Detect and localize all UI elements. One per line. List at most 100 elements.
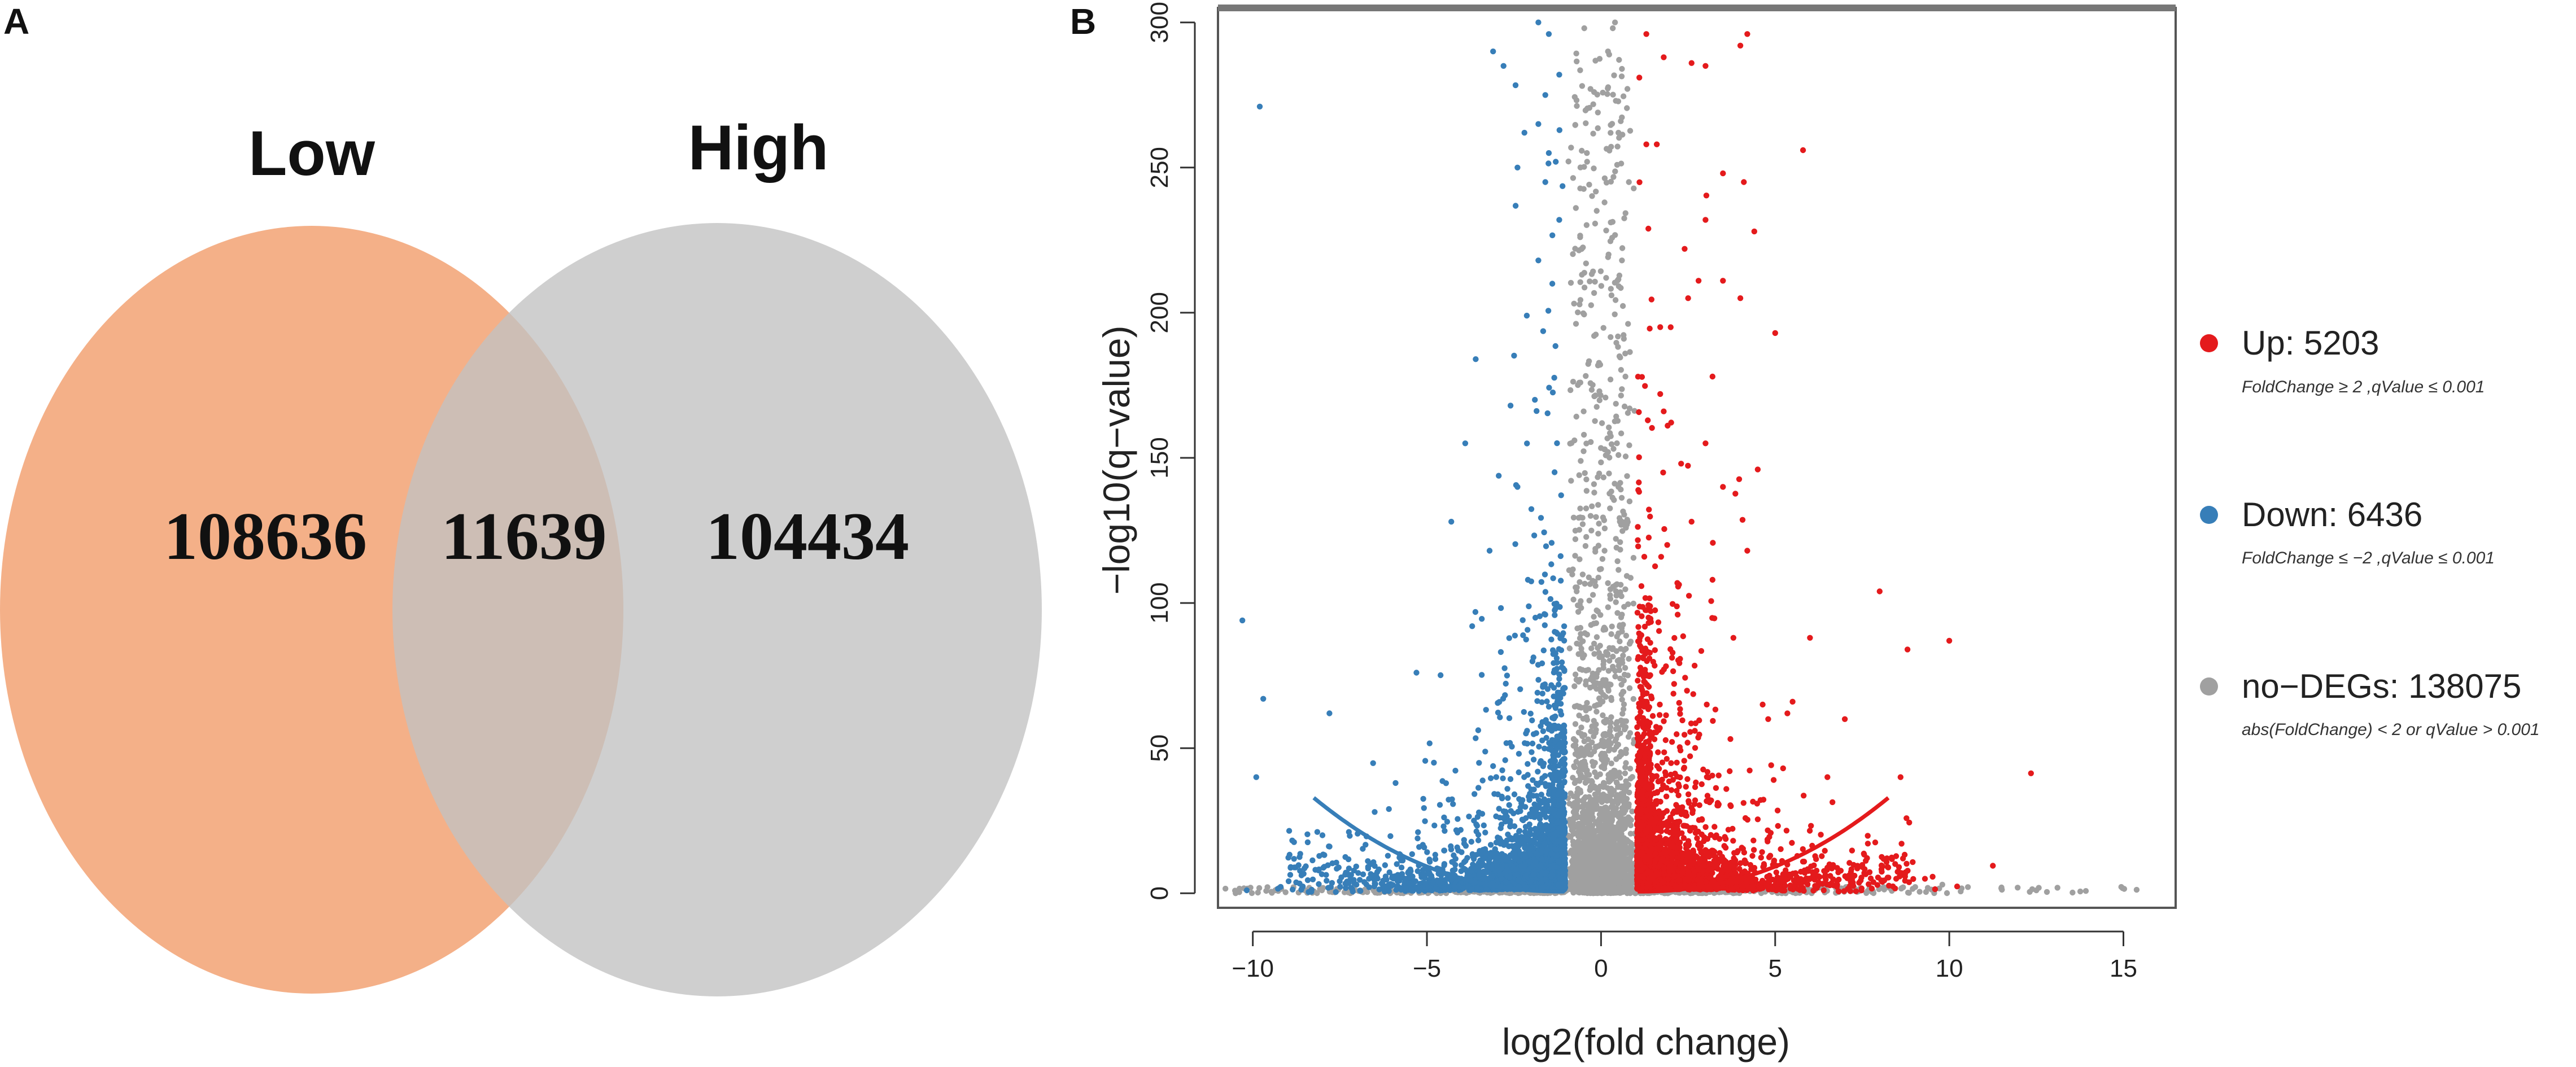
data-point-down <box>1538 579 1544 585</box>
data-point-grey <box>1590 130 1596 137</box>
data-point-down <box>1426 740 1433 746</box>
data-point-down <box>1386 806 1392 812</box>
data-point-grey <box>1622 586 1628 593</box>
data-point-grey <box>1618 160 1625 167</box>
data-point-grey <box>1581 270 1587 276</box>
data-point-grey <box>1613 756 1619 762</box>
data-point-grey <box>1582 794 1589 801</box>
data-point-grey <box>1592 392 1599 399</box>
venn-circle-high <box>392 223 1042 996</box>
data-point-grey <box>1593 709 1600 715</box>
data-point-grey <box>1577 579 1583 585</box>
data-point-grey <box>1596 886 1603 893</box>
data-point-down <box>1475 727 1482 733</box>
data-point-grey <box>1612 668 1618 674</box>
data-point-grey <box>1618 285 1624 291</box>
data-point-grey <box>1613 744 1619 750</box>
data-point-grey <box>1596 816 1603 823</box>
data-point-grey <box>1596 388 1603 395</box>
data-point-down <box>1309 876 1316 883</box>
data-point-grey <box>1578 724 1584 731</box>
data-point-grey <box>1604 652 1610 658</box>
data-point-down <box>1526 603 1532 610</box>
data-point-grey <box>1592 828 1598 835</box>
data-point-grey <box>1616 567 1622 573</box>
data-point-grey <box>1586 820 1592 826</box>
data-point-grey <box>1586 181 1592 188</box>
data-point-grey <box>1566 645 1573 651</box>
data-point-down <box>1545 308 1552 314</box>
data-point-grey <box>1222 885 1229 892</box>
data-point-grey <box>1613 592 1619 599</box>
data-point-grey <box>1599 420 1605 426</box>
data-point-grey <box>1631 185 1637 191</box>
data-point-grey <box>1624 105 1630 111</box>
data-point-grey <box>1605 737 1612 744</box>
data-point-grey <box>1592 418 1598 424</box>
data-point-grey <box>1591 481 1597 487</box>
data-point-down <box>1529 749 1535 755</box>
data-point-grey <box>1958 888 1964 895</box>
data-point-down <box>1527 710 1534 717</box>
data-point-grey <box>1625 889 1631 895</box>
data-point-grey <box>1621 403 1628 410</box>
data-point-grey <box>1603 838 1609 845</box>
data-point-grey <box>1590 763 1596 769</box>
data-point-grey <box>1619 852 1625 859</box>
data-point-down <box>1493 774 1499 780</box>
data-point-grey <box>1586 597 1592 604</box>
data-point-grey <box>1578 246 1585 252</box>
data-point-grey <box>2082 888 2089 894</box>
data-point-grey <box>1584 631 1590 638</box>
data-point-grey <box>1593 514 1599 520</box>
data-point-grey <box>1571 763 1577 769</box>
data-point-grey <box>1588 271 1595 277</box>
data-point-down <box>1540 647 1547 654</box>
data-point-grey <box>1622 210 1628 216</box>
data-point-grey <box>1622 874 1628 881</box>
data-point-grey <box>1600 712 1606 719</box>
data-point-grey <box>1598 459 1604 466</box>
data-point-grey <box>1577 301 1583 308</box>
data-point-grey <box>1964 884 1971 890</box>
data-point-grey <box>1585 667 1591 673</box>
data-point-down <box>1290 886 1296 893</box>
data-point-grey <box>1614 772 1621 778</box>
data-point-down <box>1522 740 1528 746</box>
data-point-grey <box>1584 769 1590 776</box>
data-point-grey <box>1600 757 1606 764</box>
data-point-grey <box>1619 798 1626 804</box>
data-point-grey <box>1622 453 1629 460</box>
data-point-grey <box>2033 887 2040 894</box>
data-point-grey <box>1608 334 1614 340</box>
data-point-grey <box>1606 424 1612 431</box>
data-point-grey <box>1596 397 1603 404</box>
data-point-grey <box>1612 168 1618 174</box>
data-point-down <box>1517 804 1523 811</box>
data-point-grey <box>1604 435 1610 441</box>
data-point-grey <box>1613 544 1619 551</box>
data-point-down <box>1511 352 1517 359</box>
data-point-grey <box>1590 847 1596 853</box>
data-point-grey <box>1569 571 1575 578</box>
data-point-grey <box>1599 737 1605 744</box>
data-point-grey <box>1586 829 1592 836</box>
data-point-grey <box>1625 816 1631 822</box>
data-point-grey <box>1620 93 1627 99</box>
data-point-grey <box>1622 351 1628 357</box>
data-point-down <box>1449 859 1456 865</box>
data-point-grey <box>1568 145 1574 151</box>
data-point-grey <box>1573 738 1579 744</box>
data-point-grey <box>1604 874 1610 881</box>
data-point-down <box>1516 751 1522 757</box>
data-point-grey <box>1598 682 1605 688</box>
data-point-grey <box>1623 778 1629 785</box>
data-point-grey <box>1606 491 1613 497</box>
data-point-grey <box>1598 752 1604 759</box>
data-point-grey <box>1618 842 1625 848</box>
data-point-grey <box>1590 592 1596 598</box>
data-point-grey <box>1595 502 1601 508</box>
data-point-down <box>1472 791 1478 797</box>
data-point-grey <box>1605 827 1611 834</box>
